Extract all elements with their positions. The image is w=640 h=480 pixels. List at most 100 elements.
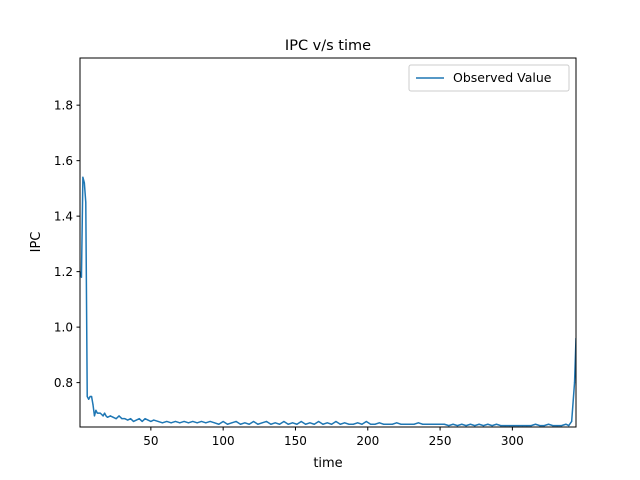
x-tick-label: 250	[429, 434, 452, 448]
data-point	[508, 425, 511, 427]
x-tick-label: 300	[501, 434, 524, 448]
data-point	[157, 420, 159, 423]
data-point	[318, 420, 320, 423]
data-point	[82, 176, 84, 178]
data-point	[252, 420, 255, 423]
data-point	[547, 423, 550, 425]
data-point	[291, 422, 294, 424]
y-tick-label: 1.2	[54, 265, 73, 279]
data-point	[124, 418, 126, 420]
data-point	[365, 420, 367, 423]
data-point	[95, 409, 97, 411]
data-point	[422, 423, 424, 425]
data-point	[357, 422, 359, 424]
data-point	[106, 416, 109, 418]
data-point	[413, 423, 415, 425]
data-point	[92, 404, 94, 406]
data-point	[396, 422, 398, 424]
data-point	[118, 415, 120, 417]
data-point	[513, 425, 515, 427]
legend: Observed Value	[408, 64, 570, 92]
data-point	[166, 420, 168, 423]
data-point	[138, 418, 140, 420]
data-point	[495, 423, 498, 425]
data-point	[439, 423, 441, 425]
data-point	[296, 423, 298, 425]
data-point	[443, 423, 446, 425]
legend-label-observed-value: Observed Value	[453, 70, 552, 85]
y-axis-ticks: 0.8 1.0 1.2 1.4 1.6 1.8	[54, 99, 80, 390]
data-point	[121, 418, 123, 420]
data-point	[348, 423, 350, 425]
data-point	[161, 422, 164, 424]
data-point	[526, 425, 528, 427]
data-point	[179, 422, 181, 424]
data-point	[115, 418, 117, 420]
data-point	[192, 420, 194, 423]
data-point	[80, 276, 83, 278]
y-tick-label: 1.0	[54, 321, 73, 335]
x-tick-label: 200	[356, 434, 379, 448]
data-point	[101, 413, 103, 416]
data-point	[482, 425, 485, 427]
data-point	[571, 420, 573, 423]
data-point	[231, 422, 233, 424]
data-point	[144, 418, 146, 420]
series-points	[80, 176, 576, 427]
data-point	[534, 423, 537, 425]
data-point	[213, 422, 216, 424]
data-point	[430, 423, 432, 425]
data-point	[218, 423, 220, 425]
data-point	[147, 419, 149, 421]
legend-box	[408, 64, 570, 92]
data-point	[448, 425, 450, 427]
data-point	[391, 423, 393, 425]
data-point	[278, 423, 281, 425]
data-point	[261, 422, 263, 424]
data-point	[287, 423, 289, 425]
data-point	[141, 420, 143, 423]
y-tick-label: 1.6	[54, 154, 73, 168]
data-point	[474, 425, 476, 427]
data-point	[374, 423, 376, 425]
y-axis-label: IPC	[29, 232, 44, 253]
data-point	[209, 420, 211, 423]
data-point	[89, 395, 91, 398]
data-point	[552, 425, 554, 427]
data-point	[543, 425, 545, 427]
data-point	[102, 415, 104, 417]
data-point	[127, 419, 129, 421]
data-point	[96, 412, 98, 414]
data-point	[478, 423, 480, 425]
data-point	[90, 395, 93, 398]
data-point	[274, 422, 276, 424]
data-point	[568, 425, 570, 427]
x-axis-label: time	[313, 456, 342, 471]
data-point	[257, 423, 259, 425]
data-point	[556, 425, 558, 427]
data-point	[248, 423, 250, 425]
data-point	[560, 425, 563, 427]
data-point	[504, 425, 506, 427]
data-point	[99, 412, 101, 414]
data-point	[86, 395, 88, 398]
data-point	[93, 415, 96, 417]
data-point	[326, 422, 328, 424]
data-point	[109, 415, 111, 417]
y-tick-label: 1.8	[54, 99, 73, 113]
plot-frame	[79, 57, 577, 428]
data-point	[469, 423, 472, 425]
y-tick-label: 0.8	[54, 376, 73, 390]
data-point	[352, 423, 354, 425]
data-point	[309, 422, 311, 424]
data-point	[426, 423, 428, 425]
data-point	[487, 423, 489, 425]
data-point	[456, 425, 459, 427]
data-point	[322, 423, 324, 425]
data-point	[417, 422, 419, 424]
data-point	[244, 422, 246, 424]
x-axis-ticks: 50 100 150 200 250 300	[143, 427, 524, 448]
data-point	[530, 425, 532, 427]
data-point	[344, 422, 346, 424]
